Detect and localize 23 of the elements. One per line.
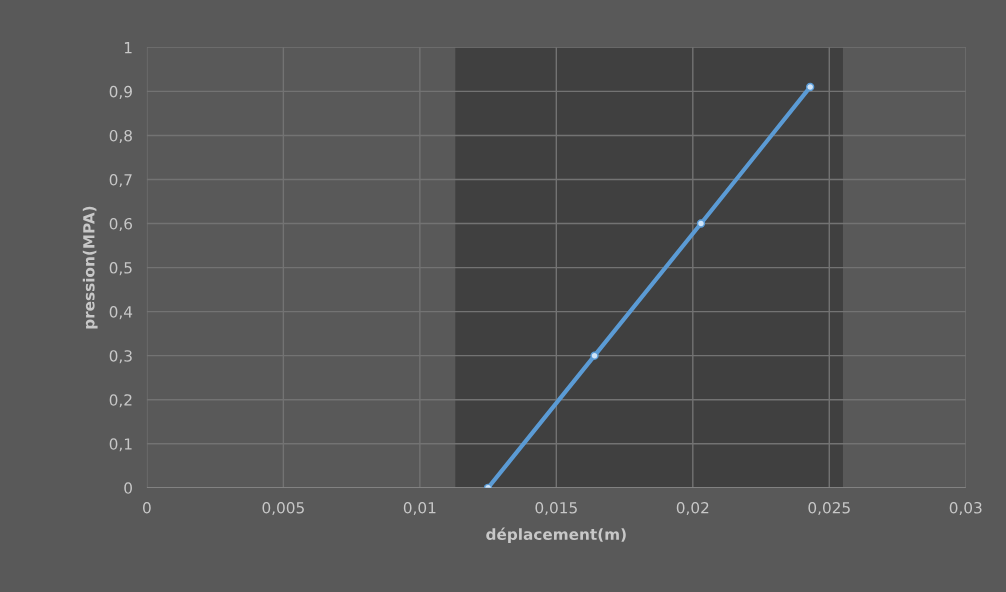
point: [696, 219, 706, 228]
y-tick-label: 0: [124, 482, 132, 494]
y-tick-label: 0,5: [109, 262, 132, 276]
x-tick-label: 0,02: [676, 501, 709, 516]
y-tick-label: 0,6: [109, 218, 133, 232]
y-tick-label: 0,3: [109, 350, 132, 364]
x-tick-label: 0,005: [262, 501, 304, 516]
y-tick-label: 0,8: [109, 129, 132, 144]
y-tick-label: 0,7: [109, 173, 132, 188]
y-axis-title: pression(MPA): [82, 206, 98, 329]
y-tick-label: 0,1: [109, 438, 132, 452]
y-tick-label: 1: [124, 42, 132, 54]
x-tick-label: 0,01: [403, 501, 436, 516]
x-tick-label: 0,025: [808, 501, 850, 516]
x-tick-label: 0: [143, 501, 151, 514]
point: [590, 351, 599, 360]
y-tick-label: 0,9: [109, 85, 132, 99]
x-tick-label: 0,015: [535, 501, 577, 516]
y-tick-label: 0,4: [109, 306, 133, 320]
x-tick-label: 0,03: [949, 501, 982, 516]
point: [806, 82, 815, 92]
y-tick-label: 0,2: [109, 394, 132, 408]
x-axis-title: déplacement(m): [486, 527, 626, 543]
